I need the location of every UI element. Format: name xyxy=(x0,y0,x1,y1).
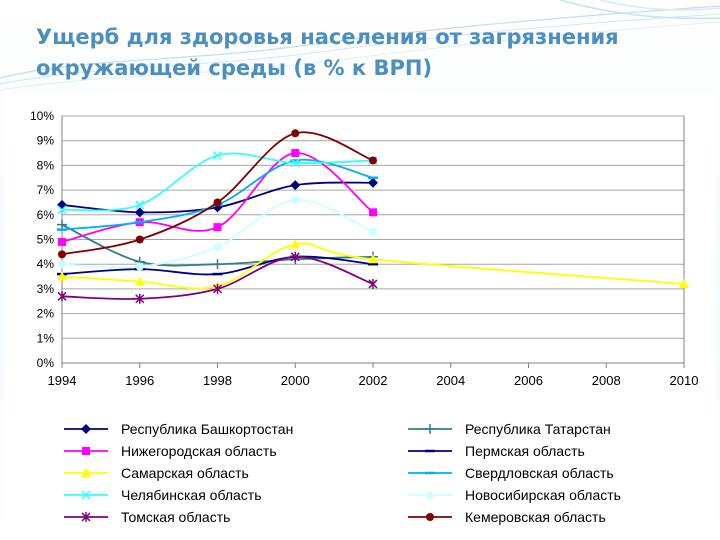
legend-swatch-marker xyxy=(81,512,91,522)
data-point xyxy=(213,223,222,232)
legend: Республика Башкортостан Республика Татарс… xyxy=(64,421,621,525)
legend-item: Томская область xyxy=(64,509,230,525)
data-point xyxy=(369,156,377,165)
data-point xyxy=(212,283,223,294)
legend-swatch-marker xyxy=(81,424,91,434)
legend-item: Нижегородская область xyxy=(64,443,277,459)
legend-label: Нижегородская область xyxy=(121,443,277,459)
line-chart: 0% 1% 2% 3% 4% 5% 6% 7% 8% 9% 10% 1994 1996 1998 2000 2… xyxy=(4,92,716,532)
slide-title: Ущерб для здоровья населения от загрязне… xyxy=(36,22,676,84)
legend-swatch-marker xyxy=(81,468,91,477)
data-point xyxy=(368,254,378,264)
x-tick-label: 1998 xyxy=(203,373,232,388)
series-7 xyxy=(58,195,377,271)
legend-item: Пермская область xyxy=(408,443,585,459)
series-group xyxy=(57,129,689,304)
series-8 xyxy=(57,251,378,304)
y-tick-label: 4% xyxy=(37,257,55,271)
legend-item: Республика Татарстан xyxy=(408,421,611,437)
slide-title-line-1: Ущерб для здоровья населения от загрязне… xyxy=(36,25,619,49)
x-tick-label: 2000 xyxy=(281,373,310,388)
data-point xyxy=(368,278,378,289)
legend-item: Республика Башкортостан xyxy=(64,421,293,437)
data-point xyxy=(57,271,67,281)
legend-label: Самарская область xyxy=(121,465,249,481)
y-tick-label: 8% xyxy=(37,158,55,172)
y-tick-label: 3% xyxy=(37,282,55,296)
data-point xyxy=(135,235,144,244)
legend-label: Новосибирская область xyxy=(465,487,621,503)
data-point xyxy=(57,291,67,302)
legend-item: Новосибирская область xyxy=(408,487,621,503)
chart-panel: 0% 1% 2% 3% 4% 5% 6% 7% 8% 9% 10% 1994 1996 1998 2000 2… xyxy=(4,92,716,532)
data-point xyxy=(135,262,144,271)
data-point xyxy=(134,276,145,286)
data-point xyxy=(290,239,301,249)
data-point xyxy=(58,250,66,259)
x-tick-label: 2008 xyxy=(592,373,621,388)
x-tick-label: 2006 xyxy=(514,373,543,388)
legend-label: Республика Башкортостан xyxy=(121,421,293,437)
data-point xyxy=(679,278,689,288)
data-point xyxy=(58,260,66,269)
legend-item: Свердловская область xyxy=(408,465,614,481)
data-point xyxy=(290,158,300,168)
legend-item: Кемеровская область xyxy=(408,509,606,525)
data-point xyxy=(368,177,378,188)
x-tick-label: 1996 xyxy=(125,373,154,388)
y-tick-label: 6% xyxy=(37,208,55,222)
data-point xyxy=(291,129,300,138)
decorative-wave xyxy=(0,0,720,91)
data-point xyxy=(135,200,145,210)
legend-swatch-marker xyxy=(82,447,90,455)
data-point xyxy=(290,180,301,191)
x-tick-label: 2002 xyxy=(359,373,388,388)
y-tick-label: 0% xyxy=(37,356,55,370)
legend-swatch-marker xyxy=(425,424,435,434)
data-point xyxy=(291,195,300,204)
data-point xyxy=(290,251,300,262)
y-tick-label: 1% xyxy=(37,331,55,345)
x-tick-label: 2004 xyxy=(436,373,465,388)
y-tick-label: 5% xyxy=(37,233,55,247)
data-point xyxy=(213,198,222,207)
data-point xyxy=(213,242,222,251)
legend-swatch-marker xyxy=(81,490,91,500)
data-point xyxy=(212,259,223,270)
legend-label: Пермская область xyxy=(465,443,585,459)
y-tick-label: 2% xyxy=(37,307,55,321)
data-point xyxy=(291,149,300,158)
data-point xyxy=(57,205,67,215)
data-point xyxy=(57,219,67,230)
legend-label: Челябинская область xyxy=(121,487,262,503)
data-point xyxy=(369,208,377,217)
series-4 xyxy=(57,239,689,291)
data-point xyxy=(58,237,66,246)
legend-label: Республика Татарстан xyxy=(465,421,611,437)
x-tick-label: 2010 xyxy=(670,373,699,388)
data-point xyxy=(212,150,223,161)
legend-label: Свердловская область xyxy=(465,465,614,481)
data-point xyxy=(369,228,377,237)
data-point xyxy=(135,293,145,304)
y-tick-label: 9% xyxy=(37,134,55,148)
slide-title-line-2: окружающей среды (в % к ВРП) xyxy=(36,56,433,80)
data-point xyxy=(134,207,145,218)
legend-item: Челябинская область xyxy=(64,487,262,503)
legend-swatch-marker xyxy=(426,513,434,521)
legend-label: Кемеровская область xyxy=(465,509,606,525)
legend-item: Самарская область xyxy=(64,465,249,481)
y-tick-label: 10% xyxy=(30,109,54,123)
series-9 xyxy=(58,129,377,259)
x-tick-label: 1994 xyxy=(48,373,77,388)
legend-label: Томская область xyxy=(121,509,230,525)
y-tick-label: 7% xyxy=(37,183,55,197)
legend-swatch-marker xyxy=(426,491,434,499)
